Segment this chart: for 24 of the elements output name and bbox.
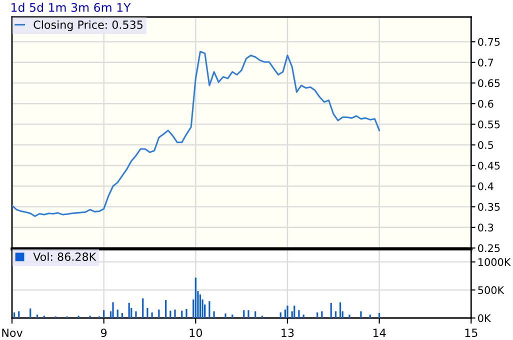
y-tick-label: 0.35 bbox=[478, 202, 500, 211]
y-tick-label: 1000K bbox=[478, 258, 511, 266]
x-tick-label: Nov bbox=[2, 328, 23, 338]
y-tick-label: 0.3 bbox=[478, 224, 494, 232]
y-tick-label: 500K bbox=[478, 286, 504, 294]
x-tick-label: 15 bbox=[465, 328, 478, 338]
x-tick-label: 13 bbox=[282, 328, 294, 338]
x-tick-label: 9 bbox=[100, 328, 107, 338]
x-tick-label: 14 bbox=[373, 328, 386, 337]
y-tick-label: 0.55 bbox=[478, 120, 500, 128]
x-tick-label: 10 bbox=[190, 328, 202, 338]
y-tick-label: 0.4 bbox=[478, 182, 494, 190]
text: 1d 5d 1m 3m 6m 1Y bbox=[12, 2, 131, 12]
y-tick-label: 0.65 bbox=[478, 79, 500, 88]
y-tick-label: 0.75 bbox=[478, 38, 500, 46]
y-tick-label: 0.6 bbox=[478, 100, 494, 108]
y-tick-label: 0K bbox=[478, 314, 492, 322]
legend-label: Closing Price: 0.535 bbox=[34, 20, 142, 32]
y-tick-label: 0.7 bbox=[478, 58, 494, 66]
line-series bbox=[12, 50, 380, 217]
y-tick-label: 0.25 bbox=[478, 244, 500, 252]
legend-label: Vol: 86.28K bbox=[33, 252, 96, 261]
y-tick-label: 0.45 bbox=[478, 162, 500, 170]
y-tick-label: 0.5 bbox=[478, 141, 494, 149]
